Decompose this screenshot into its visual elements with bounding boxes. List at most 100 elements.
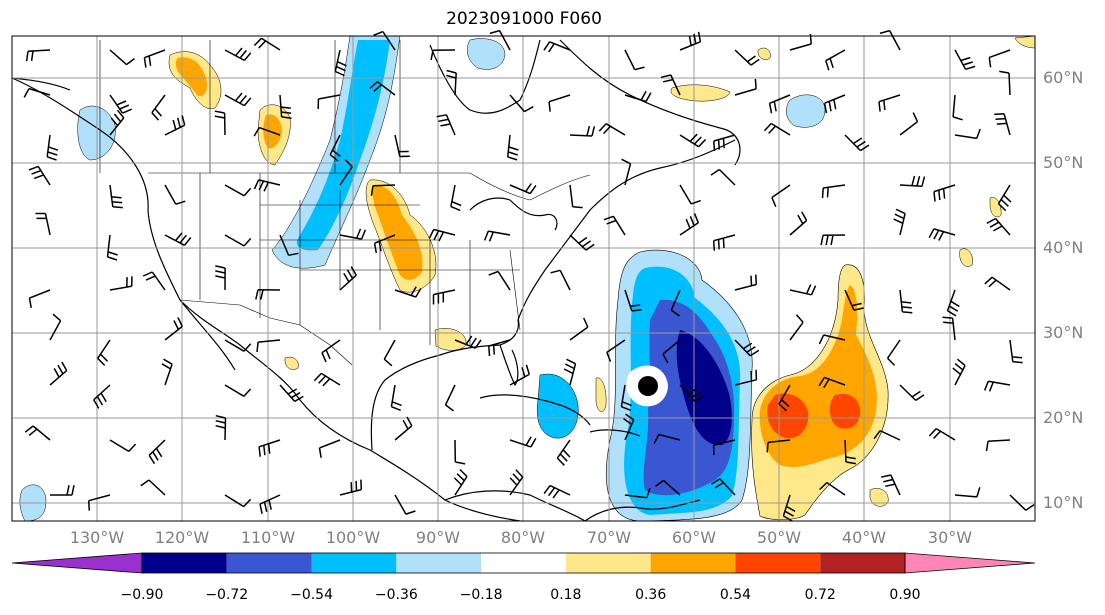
wind-barb [509, 364, 531, 386]
wind-barb [339, 266, 357, 291]
wind-barb [734, 339, 760, 357]
gulf-coast [370, 139, 736, 451]
wind-barb [789, 211, 808, 236]
wind-barb [394, 134, 410, 158]
wind-barb [899, 112, 919, 136]
lat-label-10: 10°N [1043, 493, 1084, 512]
wind-barb [844, 134, 870, 152]
atlantic-positive-small [989, 197, 1002, 218]
wind-barb [373, 234, 396, 254]
wind-barb [450, 184, 462, 212]
great-lakes [469, 197, 558, 231]
wind-barb [321, 339, 341, 363]
wind-barb [453, 468, 468, 496]
wind-barb [224, 494, 252, 508]
wind-barb [543, 484, 571, 499]
wind-barb [1009, 494, 1035, 511]
wind-barb [509, 183, 537, 195]
lon-label-100: 100°W [325, 528, 381, 547]
caribbean-negative [537, 373, 579, 439]
wind-barb [318, 439, 341, 458]
wind-barb [997, 184, 1012, 212]
atlantic-positive-small-2 [959, 248, 973, 267]
colorbar-segment [820, 553, 905, 573]
wind-barb [933, 184, 956, 202]
wind-barb [734, 49, 760, 66]
wind-barb [509, 94, 534, 113]
colorbar-segment [226, 553, 312, 573]
wind-barb [224, 92, 252, 107]
wind-barb [279, 94, 292, 120]
lat-label-20: 20°N [1043, 408, 1084, 427]
wind-barb [712, 234, 736, 251]
wind-barb [313, 372, 341, 387]
colorbar-tick-label: −0.90 [120, 587, 164, 603]
wind-barb [711, 478, 736, 496]
wind-barb [655, 479, 681, 496]
wind-barb [164, 232, 192, 246]
wind-barb [432, 289, 456, 305]
wind-barb [488, 339, 511, 357]
lon-label-80: 80°W [500, 528, 546, 547]
wind-barb [710, 168, 736, 186]
wind-barb [569, 317, 589, 341]
wind-barb [109, 439, 137, 453]
colorbar-segment [396, 553, 482, 573]
wind-barb [258, 439, 281, 457]
sargasso-positive [595, 377, 607, 412]
wind-barb [844, 289, 864, 311]
wind-barb [679, 184, 701, 205]
lon-label-70: 70°W [586, 528, 632, 547]
wind-barb [873, 430, 901, 441]
wind-barb [334, 49, 347, 77]
wind-barb [569, 184, 583, 209]
wind-barb [35, 212, 51, 236]
wind-barb [164, 317, 183, 341]
wind-barb [603, 215, 626, 236]
wind-barb [598, 123, 626, 136]
lon-label-40: 40°W [841, 528, 887, 547]
wind-barb [1009, 339, 1023, 364]
lat-label-30: 30°N [1043, 323, 1084, 342]
wind-barb [624, 487, 651, 499]
wind-barb [670, 289, 681, 317]
wind-barb [329, 134, 341, 162]
wind-barb [954, 128, 981, 140]
wind-barb [253, 37, 281, 51]
wind-barb [624, 49, 645, 71]
wind-barb [999, 70, 1011, 96]
colorbar-tick-label: 0.18 [550, 587, 582, 603]
wind-barb [653, 433, 681, 444]
negative-anomaly-navy [676, 330, 732, 446]
wind-barb [623, 413, 635, 441]
wind-barb [255, 288, 281, 300]
colorbar-segment [311, 553, 397, 573]
wind-barb [821, 184, 846, 199]
wind-barb [954, 487, 981, 498]
baja [179, 299, 236, 371]
wind-barb [109, 49, 135, 66]
state-lines [199, 173, 521, 345]
wind-barb [151, 94, 166, 121]
alaska-coast [11, 77, 71, 91]
colorbar-tick-label: −0.36 [374, 587, 418, 603]
wind-barb [224, 47, 252, 62]
wind-barb [782, 494, 796, 522]
wind-barb [164, 184, 186, 205]
yukon-positive-core [175, 57, 208, 97]
wind-barb [606, 339, 626, 362]
lon-label-60: 60°W [671, 528, 717, 547]
wind-barb [819, 481, 846, 496]
wind-barb [734, 369, 758, 386]
tropical-positive-small [869, 488, 889, 507]
hudson-bay [429, 39, 541, 114]
wind-barb [679, 213, 699, 236]
wind-barb [488, 270, 511, 291]
colorbar-tick-label: 0.54 [719, 587, 752, 603]
wind-barb [339, 159, 353, 186]
wind-barb [25, 49, 51, 62]
wind-barbs-layer [23, 29, 1035, 522]
positive-anomaly-red [767, 393, 861, 439]
wind-barb [543, 41, 571, 53]
wind-barb [886, 339, 901, 366]
